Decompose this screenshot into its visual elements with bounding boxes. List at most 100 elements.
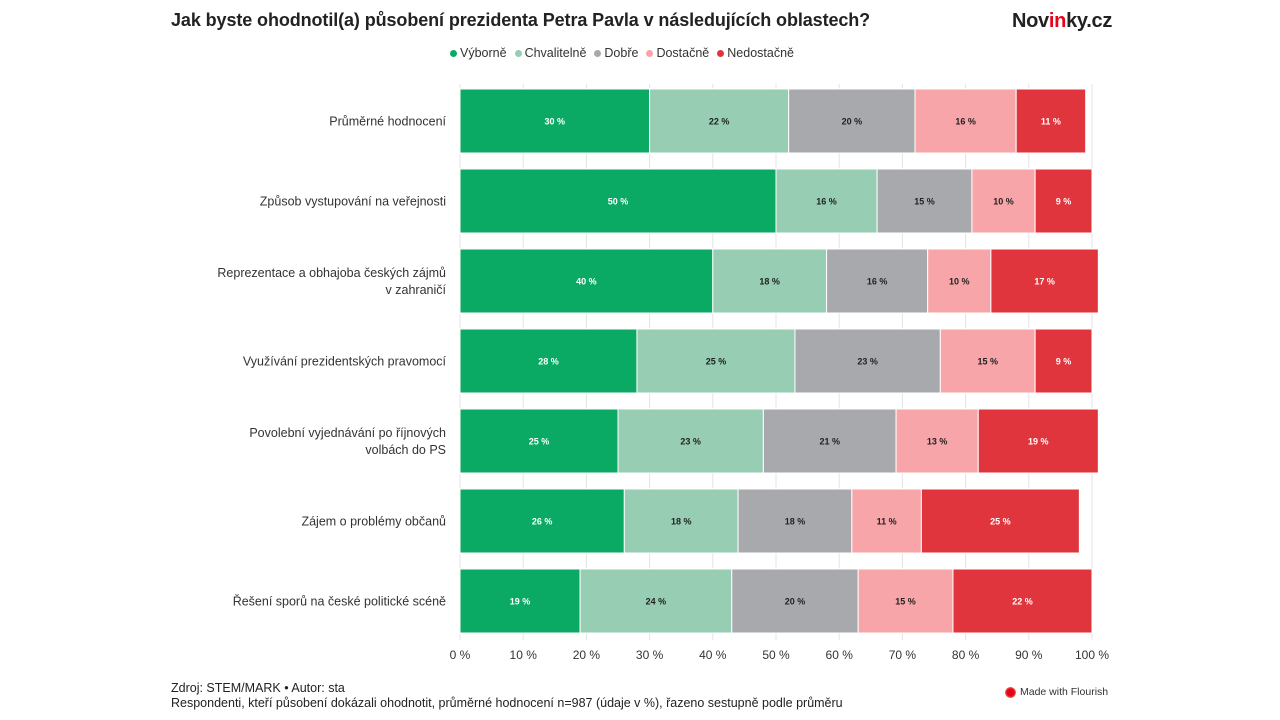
data-label: 20 % <box>785 597 806 607</box>
legend-label: Dobře <box>604 46 639 60</box>
category-label-line: Povolební vyjednávání po říjnových <box>249 426 446 440</box>
source-text: Zdroj: STEM/MARK • Autor: sta <box>171 681 345 695</box>
legend-item-dobre[interactable]: Dobře <box>594 46 638 60</box>
category-label-line: v zahraničí <box>386 283 447 297</box>
legend-item-dostacne[interactable]: Dostačně <box>646 46 709 60</box>
bar-segment-chvalitelne <box>712 248 828 314</box>
data-label: 13 % <box>927 437 948 447</box>
bar-segment-chvalitelne <box>775 168 878 234</box>
category-label: Způsob vystupování na veřejnosti <box>260 195 446 209</box>
logo-text-start: Nov <box>1012 10 1049 32</box>
data-label: 18 % <box>785 517 806 527</box>
bar-segment-nedostacne <box>990 248 1099 314</box>
data-label: 16 % <box>816 197 837 207</box>
category-label: Reprezentace a obhajoba českých zájmů v z… <box>217 266 446 297</box>
bar-segment-nedostacne <box>920 488 1080 554</box>
data-label: 18 % <box>759 277 780 287</box>
x-tick-label: 40 % <box>699 648 727 662</box>
logo-text-accent: in <box>1048 10 1067 32</box>
category-label: Využívání prezidentských pravomocí <box>243 355 447 369</box>
category-label: Řešení sporů na české politické scéně <box>233 594 446 609</box>
data-label: 20 % <box>842 117 863 127</box>
legend-label: Chvalitelně <box>524 46 587 60</box>
data-label: 26 % <box>532 517 553 527</box>
bar-segment-dostacne <box>971 168 1036 234</box>
data-label: 22 % <box>1012 597 1033 607</box>
legend-item-nedostacne[interactable]: Nedostačně <box>717 46 794 60</box>
data-label: 16 % <box>955 117 976 127</box>
data-label: 23 % <box>857 357 878 367</box>
bar-segment-vyborne <box>459 408 619 474</box>
x-tick-label: 90 % <box>1015 648 1043 662</box>
legend-label: Výborně <box>460 46 507 60</box>
x-tick-label: 60 % <box>826 648 854 662</box>
bar-segment-chvalitelne <box>623 488 739 554</box>
legend-swatch-icon <box>717 49 725 57</box>
bar-segment-dobre <box>826 248 929 314</box>
bar-segment-dostacne <box>914 88 1017 154</box>
bar-segment-vyborne <box>459 328 638 394</box>
legend-swatch-icon <box>514 49 522 57</box>
data-label: 25 % <box>990 517 1011 527</box>
data-label: 11 % <box>1041 117 1061 127</box>
bar-segment-dobre <box>794 328 941 394</box>
bar-segment-dobre <box>788 88 916 154</box>
methodology-note: Respondenti, kteří působení dokázali oho… <box>171 696 843 710</box>
bar-segment-dostacne <box>895 408 979 474</box>
bar-segment-dobre <box>762 408 897 474</box>
bar-segment-vyborne <box>459 568 581 634</box>
category-label-line: Reprezentace a obhajoba českých zájmů <box>217 266 446 280</box>
bar-segment-dobre <box>731 568 859 634</box>
novinky-logo[interactable]: Novinky.cz <box>1012 10 1112 33</box>
legend-label: Dostačně <box>656 46 710 60</box>
data-label: 11 % <box>877 517 897 527</box>
chart-legend: Výborně Chvalitelně Dobře Dostačně Nedos… <box>450 46 794 60</box>
data-label: 15 % <box>977 357 998 367</box>
data-label: 19 % <box>1028 437 1049 447</box>
bar-segment-dobre <box>737 488 853 554</box>
data-label: 24 % <box>646 597 667 607</box>
data-label: 25 % <box>706 357 727 367</box>
bar-segment-nedostacne <box>952 568 1093 634</box>
made-with-flourish-link[interactable]: Made with Flourish <box>1005 686 1108 698</box>
x-tick-label: 30 % <box>636 648 664 662</box>
legend-item-chvalitelne[interactable]: Chvalitelně <box>514 46 587 60</box>
data-label: 22 % <box>709 117 730 127</box>
bar-segment-vyborne <box>459 488 625 554</box>
data-label: 10 % <box>949 277 970 287</box>
bar-segment-chvalitelne <box>617 408 764 474</box>
category-label-line: Způsob vystupování na veřejnosti <box>260 195 446 209</box>
x-tick-label: 50 % <box>762 648 790 662</box>
data-label: 15 % <box>914 197 935 207</box>
data-label: 30 % <box>545 117 566 127</box>
category-label: Průměrné hodnocení <box>329 115 446 129</box>
bar-segment-chvalitelne <box>579 568 733 634</box>
legend-swatch-icon <box>450 49 457 57</box>
data-label: 15 % <box>895 597 916 607</box>
bar-segment-vyborne <box>459 88 651 154</box>
category-label-line: Zájem o problémy občanů <box>301 515 446 529</box>
category-label: Povolební vyjednávání po říjnových volbác… <box>249 426 446 457</box>
x-tick-label: 70 % <box>889 648 917 662</box>
data-label: 10 % <box>993 197 1014 207</box>
legend-item-vyborne[interactable]: Výborně <box>450 46 507 60</box>
data-label: 9 % <box>1056 197 1072 207</box>
bar-segment-vyborne <box>459 168 777 234</box>
legend-label: Nedostačně <box>727 46 794 60</box>
bar-segment-nedostacne <box>1034 328 1093 394</box>
x-tick-label: 100 % <box>1075 648 1109 662</box>
data-label: 16 % <box>867 277 888 287</box>
category-label: Zájem o problémy občanů <box>301 515 446 529</box>
data-label: 28 % <box>538 357 559 367</box>
data-label: 17 % <box>1034 277 1055 287</box>
category-label-line: volbách do PS <box>365 443 446 457</box>
data-label: 18 % <box>671 517 692 527</box>
data-label: 19 % <box>510 597 531 607</box>
category-label-line: Řešení sporů na české politické scéně <box>233 594 446 609</box>
legend-swatch-icon <box>594 49 602 57</box>
bar-segment-nedostacne <box>1034 168 1093 234</box>
bar-segment-nedostacne <box>1015 88 1087 154</box>
x-tick-label: 20 % <box>573 648 601 662</box>
data-label: 25 % <box>529 437 550 447</box>
